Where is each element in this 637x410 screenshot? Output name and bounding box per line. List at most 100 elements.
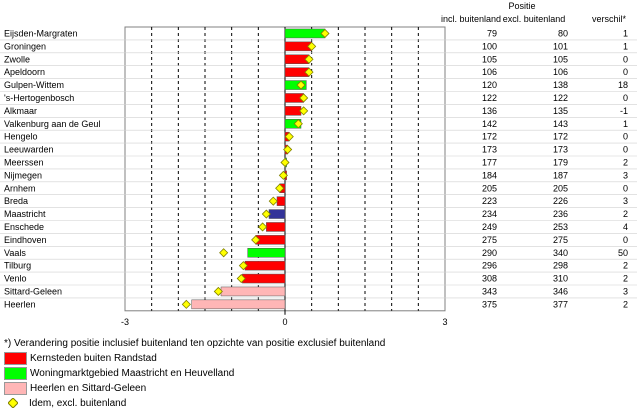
marker (238, 261, 248, 271)
bar (284, 80, 307, 90)
header-positie: Positie (508, 1, 535, 11)
cell-verschil: 0 (623, 67, 628, 77)
bar (242, 273, 286, 284)
cell-incl: 375 (482, 299, 497, 309)
legend-item-excl: Idem, excl. buitenland (4, 396, 126, 410)
legend-label: Heerlen en Sittard-Geleen (30, 382, 147, 394)
header-excl: excl. buitenland (503, 14, 566, 24)
cell-incl: 173 (482, 145, 497, 155)
marker (299, 93, 309, 103)
row-label: Nijmegen (4, 170, 42, 180)
marker (219, 248, 229, 258)
cell-incl: 105 (482, 54, 497, 64)
row-label: Venlo (4, 274, 27, 284)
cell-excl: 179 (553, 157, 568, 167)
legend-swatch (4, 366, 27, 380)
cell-verschil: -1 (620, 106, 628, 116)
cell-verschil: 2 (623, 274, 628, 284)
cell-verschil: 2 (623, 209, 628, 219)
cell-verschil: 0 (623, 93, 628, 103)
header-incl: incl. buitenland (441, 14, 501, 24)
marker (280, 157, 290, 168)
cell-excl: 253 (553, 222, 568, 232)
cell-verschil: 50 (618, 248, 628, 258)
row-label: Maastricht (4, 209, 46, 219)
cell-excl: 138 (553, 80, 568, 90)
cell-verschil: 0 (623, 132, 628, 142)
marker (278, 170, 288, 180)
cell-excl: 143 (553, 119, 568, 129)
cell-verschil: 0 (623, 235, 628, 245)
cell-verschil: 3 (623, 286, 628, 296)
cell-excl: 340 (553, 248, 568, 258)
cell-excl: 172 (553, 132, 568, 142)
cell-excl: 122 (553, 93, 568, 103)
row-label: 's-Hertogenbosch (4, 93, 74, 103)
marker (261, 209, 271, 219)
legend-item-heerlen: Heerlen en Sittard-Geleen (4, 381, 146, 395)
marker (275, 183, 285, 193)
markers (181, 28, 330, 309)
bar (244, 260, 286, 271)
cell-excl: 310 (553, 274, 568, 284)
cell-incl: 136 (482, 106, 497, 116)
grid-lines (0, 26, 637, 315)
row-label: Eindhoven (4, 235, 47, 245)
cell-excl: 346 (553, 286, 568, 296)
legend-swatch (4, 351, 27, 365)
row-label: Apeldoorn (4, 67, 45, 77)
bar (191, 299, 286, 310)
cell-verschil: 1 (623, 41, 628, 51)
cell-verschil: 1 (623, 28, 628, 38)
cell-incl: 343 (482, 286, 497, 296)
cell-verschil: 0 (623, 145, 628, 155)
cell-excl: 105 (553, 54, 568, 64)
cell-incl: 223 (482, 196, 497, 206)
cell-excl: 101 (553, 41, 568, 51)
x-tick-label: 0 (282, 317, 287, 327)
cell-incl: 100 (482, 41, 497, 51)
row-label: Leeuwarden (4, 145, 54, 155)
ranking-bar-chart: Eijsden-Margraten Groningen Zwolle Apeldoor… (0, 1, 637, 327)
cell-excl: 377 (553, 299, 568, 309)
cell-verschil: 3 (623, 170, 628, 180)
bar (220, 286, 286, 297)
cell-excl: 135 (553, 106, 568, 116)
cell-incl: 122 (482, 93, 497, 103)
cell-verschil: 2 (623, 299, 628, 309)
row-label: Hengelo (4, 132, 38, 142)
cell-excl: 275 (553, 235, 568, 245)
legend-label: Woningmarktgebied Maastricht en Heuvella… (30, 367, 235, 379)
row-label: Arnhem (4, 183, 36, 193)
cell-verschil: 2 (623, 157, 628, 167)
legend-item-maastricht: Woningmarktgebied Maastricht en Heuvella… (4, 366, 234, 380)
marker (293, 119, 303, 129)
cell-verschil: 4 (623, 222, 628, 232)
bar (284, 106, 302, 116)
cell-incl: 79 (487, 28, 497, 38)
row-label: Meerssen (4, 157, 44, 167)
legend-item-kernsteden: Kernsteden buiten Randstad (4, 351, 157, 365)
bar (276, 196, 286, 206)
row-label: Enschede (4, 222, 44, 232)
bar (247, 248, 286, 258)
cell-excl: 80 (558, 28, 568, 38)
marker (181, 299, 191, 309)
marker (307, 41, 317, 51)
cell-incl: 106 (482, 67, 497, 77)
cell-excl: 205 (553, 183, 568, 193)
row-label: Tilburg (4, 261, 31, 271)
bar (284, 28, 326, 39)
x-tick-labels: -3 0 3 (121, 317, 448, 327)
marker (213, 286, 223, 297)
marker (258, 222, 268, 232)
marker (304, 67, 314, 77)
marker (284, 132, 294, 142)
row-label: Eijsden-Margraten (4, 28, 78, 38)
cell-incl: 249 (482, 222, 497, 232)
row-label: Zwolle (4, 54, 30, 64)
row-label: Gulpen-Wittem (4, 80, 64, 90)
footnote: *) Verandering positie inclusief buitenl… (4, 338, 386, 349)
legend-label: Idem, excl. buitenland (29, 397, 127, 409)
